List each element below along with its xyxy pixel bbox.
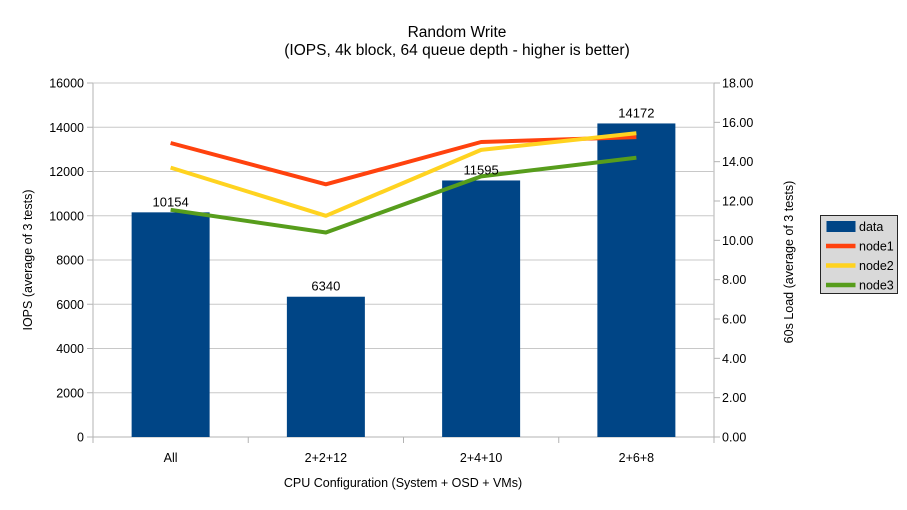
bar: [442, 180, 521, 437]
tick-label-left: 8000: [56, 254, 84, 268]
tick-label-left: 12000: [49, 165, 84, 179]
x-axis-title: CPU Configuration (System + OSD + VMs): [284, 476, 522, 490]
bar-value-label: 6340: [311, 279, 340, 294]
bar: [597, 123, 676, 437]
tick-label-left: 6000: [56, 298, 84, 312]
legend: data node1 node2 node3: [820, 215, 898, 294]
tick-label-right: 10.00: [722, 234, 753, 248]
tick-label-right: 16.00: [722, 116, 753, 130]
y-axis-right: 0.00 2.00 4.00 6.00 8.00 10.00 12.00 14.00 16.00…: [714, 77, 753, 445]
line-series-node3: [170, 155, 637, 235]
bar: [131, 212, 210, 437]
legend-swatch-node2: [826, 263, 856, 268]
tick-label-right: 12.00: [722, 195, 753, 209]
tick-label-right: 2.00: [722, 391, 746, 405]
bar-value-label: 10154: [153, 194, 189, 209]
category-label: 2+6+8: [619, 451, 655, 465]
bar-value-label: 14172: [618, 105, 654, 120]
category-label: 2+4+10: [460, 451, 502, 465]
tick-label-left: 10000: [49, 209, 84, 223]
tick-label-right: 0.00: [722, 431, 746, 445]
tick-label-right: 14.00: [722, 155, 753, 169]
line-series-node2: [170, 131, 637, 218]
legend-swatch-node1: [826, 243, 856, 249]
tick-label-left: 16000: [49, 77, 84, 91]
tick-label-left: 14000: [49, 121, 84, 135]
category-label: 2+2+12: [305, 451, 347, 465]
category-label: All: [164, 451, 178, 465]
tick-label-left: 0: [77, 431, 84, 445]
legend-label-data: data: [859, 220, 883, 234]
y-axis-left: 0 2000 4000 6000 8000 10000 12000 14000 16000: [49, 77, 93, 445]
bar-value-label: 11595: [464, 162, 499, 177]
tick-label-right: 6.00: [722, 313, 746, 327]
chart-title: Random Write: [408, 24, 507, 41]
bar-series-data: [131, 123, 676, 437]
y-axis-left-title: IOPS (average of 3 tests): [21, 189, 35, 330]
tick-label-right: 4.00: [722, 352, 746, 366]
bar-value-labels: 10154 6340 11595 14172: [153, 105, 655, 293]
bar: [286, 296, 365, 437]
tick-label-right: 18.00: [722, 77, 753, 91]
legend-swatch-node3: [826, 282, 856, 288]
tick-label-right: 8.00: [722, 273, 746, 287]
legend-label-node2: node2: [859, 259, 894, 273]
tick-label-left: 4000: [56, 342, 84, 356]
chart-subtitle: (IOPS, 4k block, 64 queue depth - higher…: [284, 42, 630, 59]
x-axis: All 2+2+12 2+4+10 2+6+8: [92, 437, 715, 465]
legend-label-node3: node3: [859, 279, 894, 293]
legend-swatch-data: [826, 221, 856, 232]
legend-label-node1: node1: [859, 240, 894, 254]
y-axis-right-title: 60s Load (average of 3 tests): [782, 181, 796, 344]
tick-label-left: 2000: [56, 386, 84, 400]
